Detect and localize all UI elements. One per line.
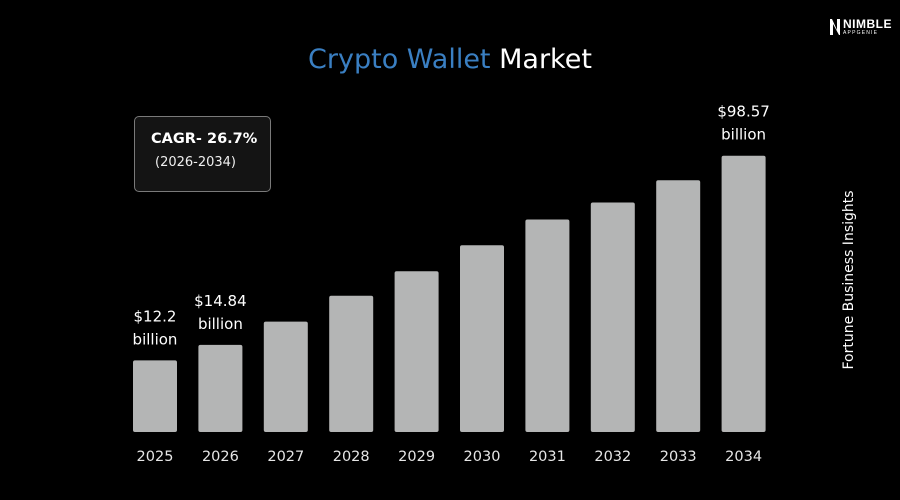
bar-2027	[263, 321, 308, 432]
x-tick-label: 2031	[529, 449, 566, 465]
bar-2030	[460, 245, 504, 432]
bar-2028	[329, 295, 374, 432]
chart-title-accent: Crypto Wallet	[308, 44, 491, 75]
data-label: $14.84	[194, 292, 247, 310]
chart-title: Crypto Wallet Market	[0, 44, 900, 75]
x-tick-label: 2033	[660, 449, 697, 465]
data-label: billion	[721, 126, 766, 144]
x-tick-label: 2028	[333, 449, 370, 465]
logo-subtitle: APPGENIE	[843, 30, 879, 36]
x-tick-label: 2030	[464, 449, 501, 465]
x-tick-label: 2029	[398, 449, 435, 465]
bar-2025	[133, 360, 177, 432]
bar-2033	[656, 180, 701, 432]
x-tick-label: 2027	[267, 449, 304, 465]
bar-2029	[394, 271, 439, 432]
x-tick-label: 2034	[725, 449, 762, 465]
brand-logo: NIMBLE APPGENIE	[829, 18, 892, 36]
x-tick-label: 2025	[137, 449, 174, 465]
data-label: billion	[133, 330, 178, 348]
cagr-period: (2026-2034)	[155, 155, 237, 170]
bar-2031	[525, 219, 570, 432]
cagr-callout: CAGR- 26.7% (2026-2034)	[134, 116, 271, 192]
bar-2026	[198, 344, 243, 432]
data-label: $12.2	[134, 307, 177, 325]
logo-wordmark: NIMBLE	[843, 17, 892, 31]
chart-title-rest: Market	[490, 44, 592, 75]
source-label: Fortune Business Insights	[841, 190, 857, 370]
cagr-value: CAGR- 26.7%	[151, 131, 258, 147]
logo-n-icon	[830, 19, 840, 35]
bar-2032	[590, 202, 635, 432]
bar-2034	[721, 155, 766, 432]
x-tick-label: 2032	[594, 449, 631, 465]
x-tick-label: 2026	[202, 449, 239, 465]
data-label: billion	[198, 315, 243, 333]
data-label: $98.57	[717, 103, 770, 121]
